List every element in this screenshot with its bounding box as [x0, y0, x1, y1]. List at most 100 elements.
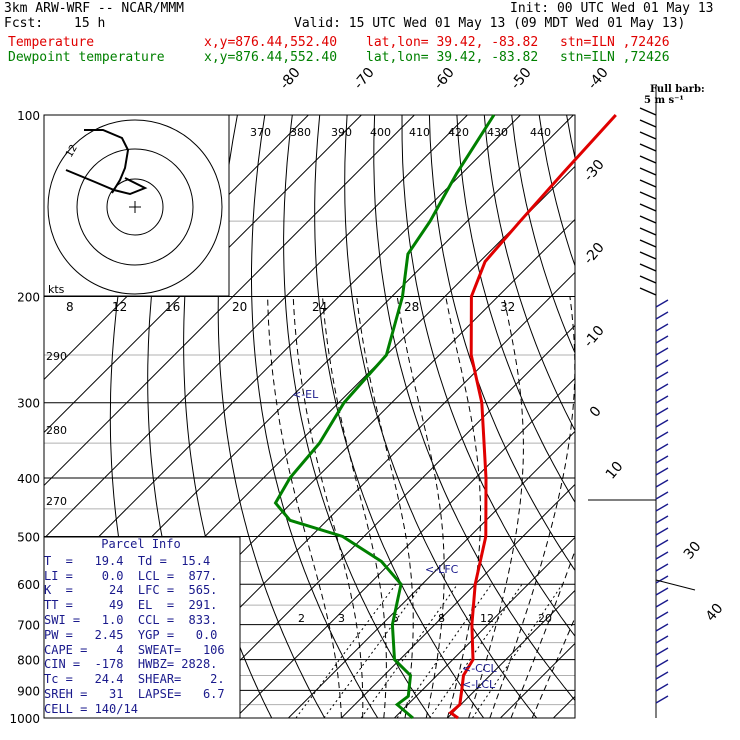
- theta-label: 280: [46, 424, 67, 437]
- isotherm-label: -40: [585, 65, 612, 93]
- parcel-info-panel: Parcel Info T = 19.4 Td = 15.4 LI = 0.0 L…: [44, 537, 238, 723]
- wind-barb: [639, 263, 657, 272]
- mixing-ratio-line: [360, 583, 458, 718]
- dry-adiabat-line: [731, 115, 740, 718]
- pressure-label: 700: [17, 619, 40, 633]
- lfc-marker: <-LFC: [425, 563, 459, 576]
- dry-adiabat-line: [456, 115, 575, 504]
- theta-label: 410: [409, 126, 430, 139]
- isotherm-label: -50: [508, 65, 535, 93]
- forecast-label: Fcst:: [4, 16, 44, 31]
- mixing-ratio-label: 20: [538, 612, 552, 625]
- wind-barb: [655, 395, 669, 404]
- wind-barb: [655, 623, 669, 632]
- dry-adiabat-line: [251, 115, 379, 718]
- pressure-label: 800: [17, 654, 40, 668]
- parcel-info-rows: T = 19.4 Td = 15.4 LI = 0.0 LCL = 877. K =…: [44, 554, 238, 717]
- isotherm-extension: [655, 579, 696, 591]
- wind-barb: [655, 683, 669, 692]
- isotherm-line: [44, 115, 363, 434]
- wind-barb: [655, 347, 669, 356]
- pressure-label: 500: [17, 530, 40, 544]
- wind-barb: [655, 371, 669, 380]
- dry-adiabat-line: [401, 115, 575, 637]
- hodograph-trace-lower: [65, 169, 148, 196]
- parcel-info-row: K = 24 LFC = 565.: [44, 583, 218, 598]
- wind-barb: [639, 275, 657, 284]
- wind-barb: [655, 311, 669, 320]
- dewpoint-latlon: lat,lon= 39.42, -83.82: [366, 50, 539, 65]
- wind-barb: [655, 527, 669, 536]
- isotherm-label: -10: [581, 323, 608, 351]
- wind-barb: [655, 503, 669, 512]
- mixing-ratio-label: 5: [392, 612, 399, 625]
- wind-barb: [639, 251, 657, 260]
- wind-barb: [655, 299, 669, 308]
- wind-barb: [655, 443, 669, 452]
- valid-time: Valid: 15 UTC Wed 01 May 13 (09 MDT Wed …: [294, 16, 686, 31]
- theta-label: 430: [487, 126, 508, 139]
- pressure-label: 1000: [9, 712, 40, 726]
- isotherm-line: [340, 483, 575, 718]
- dewpoint-legend: Dewpoint temperature: [8, 50, 165, 65]
- isotherm-line: [44, 115, 469, 540]
- isotherm-label: 30: [681, 539, 705, 563]
- dry-adiabat-line: [676, 115, 740, 718]
- temperature-profile-line: [448, 113, 617, 720]
- lcl-marker: <-LCL: [462, 678, 496, 691]
- hodograph-speed-tick: 24: [312, 300, 327, 314]
- dry-adiabat-line: [704, 115, 740, 718]
- theta-label: 420: [448, 126, 469, 139]
- plot-frame: [43, 114, 576, 719]
- parcel-info-row: CAPE = 4 SWEAT= 106: [44, 642, 225, 657]
- theta-label: 380: [290, 126, 311, 139]
- parcel-info-title: Parcel Info: [101, 537, 181, 551]
- wind-barb: [655, 551, 669, 560]
- isotherm-label: 10: [603, 459, 627, 483]
- isotherm-line: [446, 589, 575, 718]
- isotherm-line: [44, 115, 522, 593]
- wind-barb: [655, 647, 669, 656]
- isotherm-label: 0: [587, 403, 605, 420]
- theta-label: 390: [331, 126, 352, 139]
- mixing-ratio-line: [429, 583, 523, 718]
- wind-key-line2: 5 m s⁻¹: [644, 95, 684, 106]
- mixing-ratio-label: 3: [338, 612, 345, 625]
- hodograph-trace: [84, 129, 130, 194]
- wind-barb: [655, 491, 669, 500]
- parcel-info-row: LI = 0.0 LCL = 877.: [44, 568, 218, 583]
- theta-label: 370: [250, 126, 271, 139]
- parcel-info-row: SWI = 1.0 CCL = 833.: [44, 612, 218, 627]
- isotherm-line: [393, 536, 575, 718]
- isotherm-line: [44, 115, 416, 487]
- temperature-latlon: lat,lon= 39.42, -83.82: [366, 35, 539, 50]
- wind-barb: [655, 611, 669, 620]
- hodograph-speed-tick: 12: [112, 300, 127, 314]
- wind-barb: [639, 143, 657, 152]
- isotherm-label: -60: [431, 65, 458, 93]
- wind-barb: [655, 515, 669, 524]
- pressure-label: 600: [17, 578, 40, 592]
- pressure-label: 200: [17, 291, 40, 305]
- wind-barb: [639, 191, 657, 200]
- parcel-info-row: TT = 49 EL = 291.: [44, 598, 218, 613]
- dewpoint-profile-line: [273, 114, 496, 720]
- hodograph-ring: [47, 119, 223, 295]
- dry-adiabat-line: [594, 115, 740, 718]
- moist-adiabat-line: [322, 296, 387, 718]
- wind-barb: [655, 335, 669, 344]
- dry-adiabat-line: [314, 115, 485, 718]
- hodograph-kts-label: kts: [48, 283, 65, 296]
- wind-barb: [655, 431, 669, 440]
- parcel-info-row: CIN = -178 HWBZ= 2828.: [44, 657, 218, 672]
- wind-barb: [639, 167, 657, 176]
- pressure-label: 100: [17, 109, 40, 123]
- wind-barb: [639, 107, 657, 116]
- dry-adiabat-line: [483, 115, 575, 432]
- mixing-ratio-label: 12: [480, 612, 494, 625]
- wind-barb: [639, 239, 657, 248]
- wind-barb: [655, 671, 669, 680]
- wind-barb: [655, 635, 669, 644]
